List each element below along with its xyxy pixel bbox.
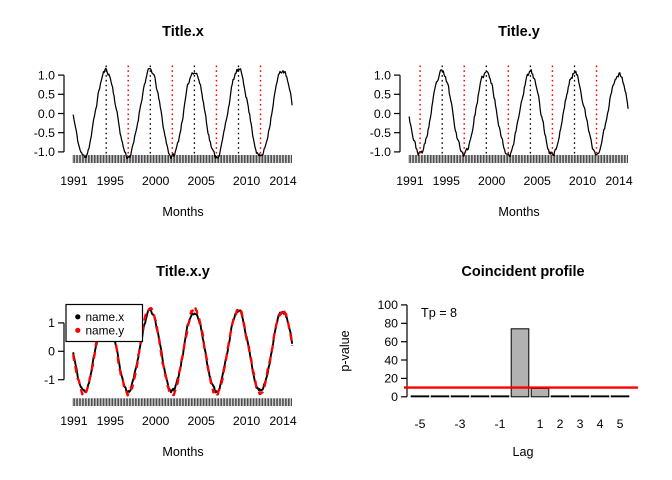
y-tick-label: -1.0 bbox=[34, 145, 55, 159]
legend-box bbox=[65, 303, 144, 343]
x-tick-label: 1991 bbox=[60, 414, 88, 428]
x-axis-title: Months bbox=[498, 205, 539, 219]
x-tick-label: 1995 bbox=[97, 414, 125, 428]
y-tick-label: 1 bbox=[48, 316, 55, 330]
y-tick-label: 1.0 bbox=[38, 68, 55, 82]
y-tick-label: 0 bbox=[48, 345, 55, 359]
y-tick-label: -0.5 bbox=[34, 126, 55, 140]
chart-title: Coincident profile bbox=[461, 264, 584, 280]
x-tick-label: 2010 bbox=[233, 174, 261, 188]
chart-title: Title.x bbox=[162, 24, 204, 40]
x-tick-label: 2000 bbox=[142, 174, 170, 188]
x-tick-label: 2010 bbox=[569, 174, 597, 188]
month-rug bbox=[408, 155, 628, 163]
y-tick-label: 100 bbox=[377, 298, 398, 312]
month-rug bbox=[72, 155, 292, 163]
panel-top-right: Title.y 1.0 0.5 0.0 -0.5 -1.0 1991 1995 2000 2005… bbox=[370, 24, 633, 219]
x-tick-label: 2005 bbox=[524, 174, 552, 188]
panel-bottom-right: Coincident profile p-value 0 20 40 60 80 100 Tp … bbox=[338, 264, 638, 459]
chart-title: Title.x.y bbox=[156, 264, 210, 280]
panel-top-left: Title.x 1.0 0.5 0.0 -0.5 -1.0 1991 1995 2000 2005… bbox=[34, 24, 297, 219]
x-tick-label: -1 bbox=[495, 417, 506, 431]
x-tick-label: 1991 bbox=[396, 174, 424, 188]
x-tick-label: 2005 bbox=[188, 174, 216, 188]
legend-marker-dot bbox=[75, 314, 81, 320]
p-value-bar-lag--4 bbox=[430, 395, 450, 398]
x-tick-label: 3 bbox=[577, 417, 584, 431]
x-tick-label: 1995 bbox=[433, 174, 461, 188]
y-tick-label: 0.5 bbox=[374, 88, 391, 102]
y-tick-label: 0.5 bbox=[38, 88, 55, 102]
x-tick-label: 4 bbox=[597, 417, 604, 431]
x-tick-label: -5 bbox=[415, 417, 426, 431]
y-tick-label: -1.0 bbox=[370, 145, 391, 159]
y-tick-label: 1.0 bbox=[374, 68, 391, 82]
x-axis-title: Months bbox=[162, 445, 203, 459]
month-rug bbox=[72, 398, 292, 406]
y-tick-label: 60 bbox=[384, 335, 398, 349]
x-tick-label: 1995 bbox=[97, 174, 125, 188]
x-axis-title: Lag bbox=[512, 445, 533, 459]
series-line-y bbox=[408, 69, 629, 158]
p-value-bar-lag--3 bbox=[450, 395, 470, 398]
y-tick-label: 80 bbox=[384, 317, 398, 331]
p-value-bar-lag-3 bbox=[570, 395, 590, 398]
y-tick-label: -0.5 bbox=[370, 126, 391, 140]
p-value-bar-lag-4 bbox=[590, 395, 610, 398]
series-line-x bbox=[72, 67, 293, 159]
x-axis-title: Months bbox=[162, 205, 203, 219]
x-tick-label: 2014 bbox=[269, 174, 297, 188]
y-tick-label: 0.0 bbox=[374, 107, 391, 121]
x-tick-label: 2014 bbox=[605, 174, 633, 188]
y-tick-label: 0 bbox=[391, 390, 398, 404]
p-value-bar-lag-1 bbox=[530, 388, 550, 398]
y-tick-label: -1 bbox=[44, 373, 55, 387]
x-tick-label: 2000 bbox=[142, 414, 170, 428]
chart-title: Title.y bbox=[498, 24, 540, 40]
p-value-bar-lag--1 bbox=[490, 395, 510, 398]
y-tick-label: 20 bbox=[384, 372, 398, 386]
x-tick-label: 2014 bbox=[269, 414, 297, 428]
x-tick-label: 5 bbox=[617, 417, 624, 431]
legend-label: name.x bbox=[86, 310, 125, 324]
legend-marker-dot bbox=[75, 327, 81, 333]
tp-annotation: Tp = 8 bbox=[421, 306, 457, 320]
y-tick-label: 40 bbox=[384, 353, 398, 367]
p-value-bar-lag--5 bbox=[410, 395, 430, 398]
p-value-bar-lag-0 bbox=[510, 328, 530, 398]
x-tick-label: 2000 bbox=[478, 174, 506, 188]
x-tick-label: 2005 bbox=[188, 414, 216, 428]
x-tick-label: 1 bbox=[537, 417, 544, 431]
p-value-bar-lag-5 bbox=[610, 395, 630, 398]
y-tick-label: 0.0 bbox=[38, 107, 55, 121]
panel-bottom-left: Title.x.y 1 0 -1 1991 1995 2000 2005 2010 2014 Mon… bbox=[44, 264, 297, 459]
p-value-bar-lag--2 bbox=[470, 395, 490, 398]
x-tick-label: 2010 bbox=[233, 414, 261, 428]
y-axis-title: p-value bbox=[338, 330, 352, 371]
legend-label: name.y bbox=[86, 324, 125, 338]
x-tick-label: 1991 bbox=[60, 174, 88, 188]
p-value-bar-lag-2 bbox=[550, 395, 570, 398]
x-tick-label: 2 bbox=[557, 417, 564, 431]
x-tick-label: -3 bbox=[455, 417, 466, 431]
